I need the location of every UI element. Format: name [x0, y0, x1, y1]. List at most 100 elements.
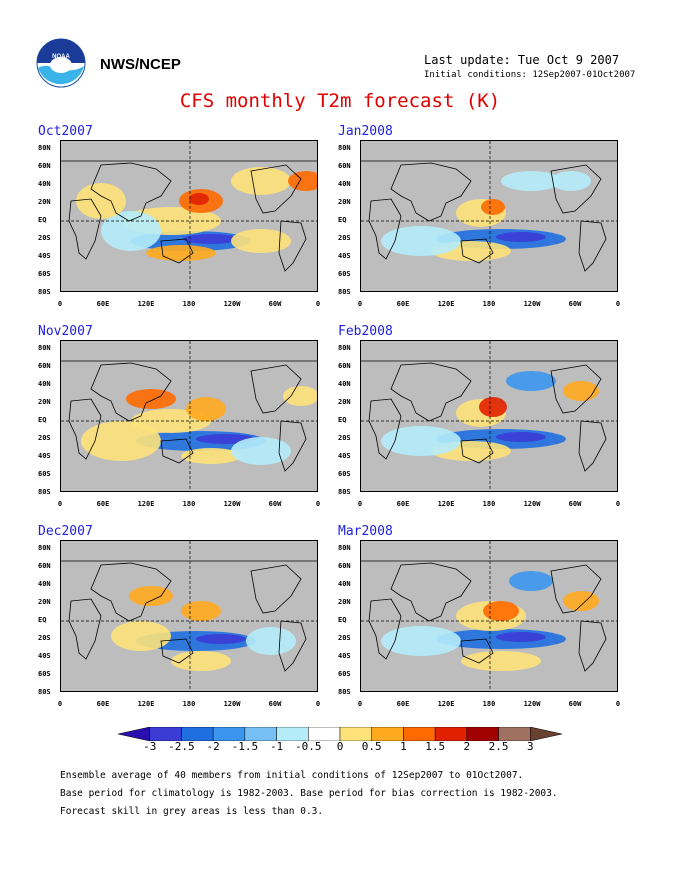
lat-label: 40S	[38, 652, 51, 660]
panel-label: Mar2008	[338, 524, 393, 539]
lat-label: EQ	[38, 616, 47, 624]
noaa-logo-icon: NOAA	[36, 38, 86, 88]
lat-label: 40N	[338, 380, 351, 388]
lat-label: 40S	[338, 652, 351, 660]
colorbar-swatch	[530, 727, 562, 741]
lat-label: 60S	[338, 470, 351, 478]
map-panel-feb2008: Feb2008 80N 60N 40N 20N EQ 20S 40S 60S 80S 0 60E 12…	[338, 324, 621, 514]
note-forecast-skill: Forecast skill in grey areas is less tha…	[60, 806, 324, 817]
colorbar-swatch	[181, 727, 214, 741]
lat-label: 60N	[38, 562, 51, 570]
lat-label: 20S	[38, 634, 51, 642]
lat-label: 80S	[338, 488, 351, 496]
lat-label: 20N	[338, 198, 351, 206]
lon-label: 180	[482, 300, 496, 308]
lon-label: 60E	[396, 500, 410, 508]
lat-label: 60S	[338, 670, 351, 678]
colorbar-swatch	[149, 727, 182, 741]
colorbar-tick-label: -2	[206, 740, 220, 753]
lat-label: 60N	[338, 362, 351, 370]
lon-label: 60E	[396, 300, 410, 308]
lat-label: 80N	[38, 544, 51, 552]
lat-label: 60S	[38, 470, 51, 478]
lon-label: 60W	[568, 500, 582, 508]
lat-label: 80N	[338, 144, 351, 152]
lon-label: 120W	[523, 700, 541, 708]
lon-label: 120E	[437, 300, 455, 308]
lon-label: 0	[615, 500, 621, 508]
lat-label: 20S	[338, 234, 351, 242]
map-panel-oct2007: Oct2007 80N 60N 40N 20N EQ 20S 40S 60S 80S 0 60E 12…	[38, 124, 320, 314]
lon-label: 120W	[523, 300, 541, 308]
lon-label: 60W	[268, 700, 282, 708]
lat-label: 80N	[38, 144, 51, 152]
lon-label: 60W	[268, 300, 282, 308]
lon-label: 180	[182, 300, 196, 308]
colorbar-tick-label: -1.5	[231, 740, 259, 753]
note-ensemble: Ensemble average of 40 members from init…	[60, 770, 524, 781]
colorbar-swatch	[498, 727, 531, 741]
lat-label: 80S	[338, 288, 351, 296]
lon-label: 180	[482, 500, 496, 508]
colorbar-tick-label: -1	[269, 740, 284, 753]
lat-label: 80S	[38, 288, 51, 296]
lon-label: 180	[482, 700, 496, 708]
lon-label: 0	[57, 500, 63, 508]
lon-label: 60W	[568, 700, 582, 708]
colorbar-tick-label: -3	[143, 740, 157, 753]
forecast-map	[360, 140, 618, 292]
lon-label: 120W	[223, 700, 241, 708]
map-panel-nov2007: Nov2007 80N 60N 40N 20N EQ 20S 40S 60S 80S 0 60E 12…	[38, 324, 320, 514]
lat-label: 20N	[338, 398, 351, 406]
forecast-map	[60, 140, 318, 292]
colorbar	[118, 727, 562, 741]
org-name: NWS/NCEP	[100, 56, 181, 73]
lat-label: 80N	[38, 344, 51, 352]
lat-label: 60N	[38, 162, 51, 170]
colorbar-swatch	[339, 727, 372, 741]
colorbar-swatch	[118, 727, 150, 741]
panel-label: Jan2008	[338, 124, 393, 139]
lon-label: 0	[357, 300, 363, 308]
lon-label: 0	[357, 700, 363, 708]
lon-label: 0	[615, 300, 621, 308]
lat-label: 20S	[338, 434, 351, 442]
colorbar-tick-label: 3	[526, 740, 534, 753]
lat-label: EQ	[338, 616, 347, 624]
lat-label: 80S	[38, 688, 51, 696]
lon-label: 120E	[437, 700, 455, 708]
lat-label: 60N	[338, 162, 351, 170]
lon-label: 0	[315, 700, 321, 708]
lon-label: 0	[57, 300, 63, 308]
colorbar-swatch	[403, 727, 436, 741]
lat-label: 40S	[338, 452, 351, 460]
lat-label: 60S	[338, 270, 351, 278]
map-panel-jan2008: Jan2008 80N 60N 40N 20N EQ 20S 40S 60S 80S 0 60E 12…	[338, 124, 621, 314]
note-base-period: Base period for climatology is 1982-2003…	[60, 788, 558, 799]
lon-label: 0	[57, 700, 63, 708]
lon-label: 180	[182, 700, 196, 708]
lon-label: 120E	[137, 300, 155, 308]
map-panel-mar2008: Mar2008 80N 60N 40N 20N EQ 20S 40S 60S 80S 0 60E 12…	[338, 524, 621, 714]
lon-label: 0	[615, 700, 621, 708]
colorbar-swatch	[434, 727, 468, 741]
lat-label: 20N	[38, 398, 51, 406]
panel-label: Dec2007	[38, 524, 93, 539]
colorbar-tick-label: 0.5	[361, 740, 382, 753]
lat-label: 20S	[338, 634, 351, 642]
initial-conditions: Initial conditions: 12Sep2007-01Oct2007	[424, 70, 636, 80]
lat-label: 20S	[38, 234, 51, 242]
lat-label: 60N	[338, 562, 351, 570]
colorbar-tick-label: -2.5	[168, 740, 195, 753]
colorbar-tick-label: 0	[336, 740, 344, 753]
lat-label: 20N	[338, 598, 351, 606]
lon-label: 120E	[137, 700, 155, 708]
lat-label: 40N	[38, 180, 51, 188]
lat-label: 40S	[338, 252, 351, 260]
colorbar-tick-label: -0.5	[295, 740, 322, 753]
lon-label: 120E	[437, 500, 455, 508]
forecast-map	[60, 340, 318, 492]
lon-label: 120E	[137, 500, 155, 508]
lat-label: 80S	[338, 688, 351, 696]
lat-label: 40N	[38, 380, 51, 388]
